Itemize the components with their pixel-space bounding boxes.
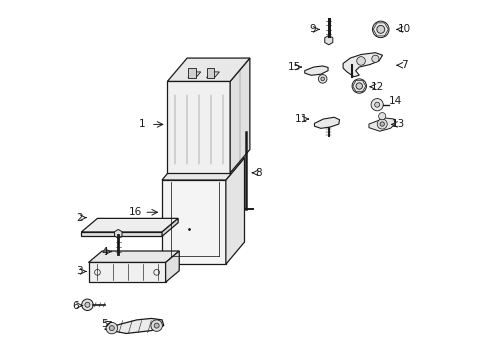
Circle shape <box>106 322 117 334</box>
Polygon shape <box>304 66 327 75</box>
Circle shape <box>109 325 114 330</box>
Circle shape <box>372 21 388 38</box>
Polygon shape <box>81 232 162 236</box>
Polygon shape <box>187 68 195 78</box>
Text: 3: 3 <box>76 266 82 276</box>
Polygon shape <box>167 58 249 81</box>
Polygon shape <box>81 219 178 232</box>
Polygon shape <box>162 180 225 264</box>
Polygon shape <box>314 117 339 129</box>
Text: 10: 10 <box>397 24 410 35</box>
Text: 15: 15 <box>287 62 301 72</box>
Polygon shape <box>162 158 244 180</box>
Circle shape <box>371 55 378 62</box>
Circle shape <box>379 122 384 126</box>
Circle shape <box>376 26 384 33</box>
Polygon shape <box>162 219 178 236</box>
Text: 13: 13 <box>391 120 405 129</box>
Polygon shape <box>324 36 332 45</box>
Text: 7: 7 <box>400 60 407 70</box>
Circle shape <box>378 113 385 120</box>
Circle shape <box>351 79 366 93</box>
Polygon shape <box>206 72 219 78</box>
Text: 9: 9 <box>309 24 315 35</box>
Polygon shape <box>206 68 214 78</box>
Polygon shape <box>88 251 179 262</box>
Circle shape <box>376 119 386 129</box>
Circle shape <box>356 57 365 65</box>
Text: 12: 12 <box>370 82 383 92</box>
Text: 14: 14 <box>387 96 401 106</box>
Circle shape <box>374 102 379 107</box>
Polygon shape <box>114 229 122 238</box>
Polygon shape <box>165 251 179 282</box>
Circle shape <box>154 323 159 328</box>
Circle shape <box>81 299 93 311</box>
Text: 2: 2 <box>76 213 82 222</box>
Polygon shape <box>167 81 230 173</box>
Text: 5: 5 <box>101 319 108 329</box>
Circle shape <box>151 320 162 331</box>
Circle shape <box>370 99 383 111</box>
Text: 1: 1 <box>139 120 145 129</box>
Text: 16: 16 <box>128 207 142 217</box>
Text: 11: 11 <box>295 114 308 124</box>
Polygon shape <box>104 319 163 333</box>
Polygon shape <box>368 118 394 131</box>
Polygon shape <box>88 262 165 282</box>
Polygon shape <box>230 58 249 173</box>
Text: 4: 4 <box>101 247 108 257</box>
Polygon shape <box>343 53 382 77</box>
Polygon shape <box>187 72 201 78</box>
Polygon shape <box>225 158 244 264</box>
Text: 6: 6 <box>73 301 79 311</box>
Text: 8: 8 <box>255 168 262 178</box>
Circle shape <box>85 302 90 307</box>
Circle shape <box>318 75 326 83</box>
Circle shape <box>355 83 362 89</box>
Circle shape <box>320 77 324 81</box>
